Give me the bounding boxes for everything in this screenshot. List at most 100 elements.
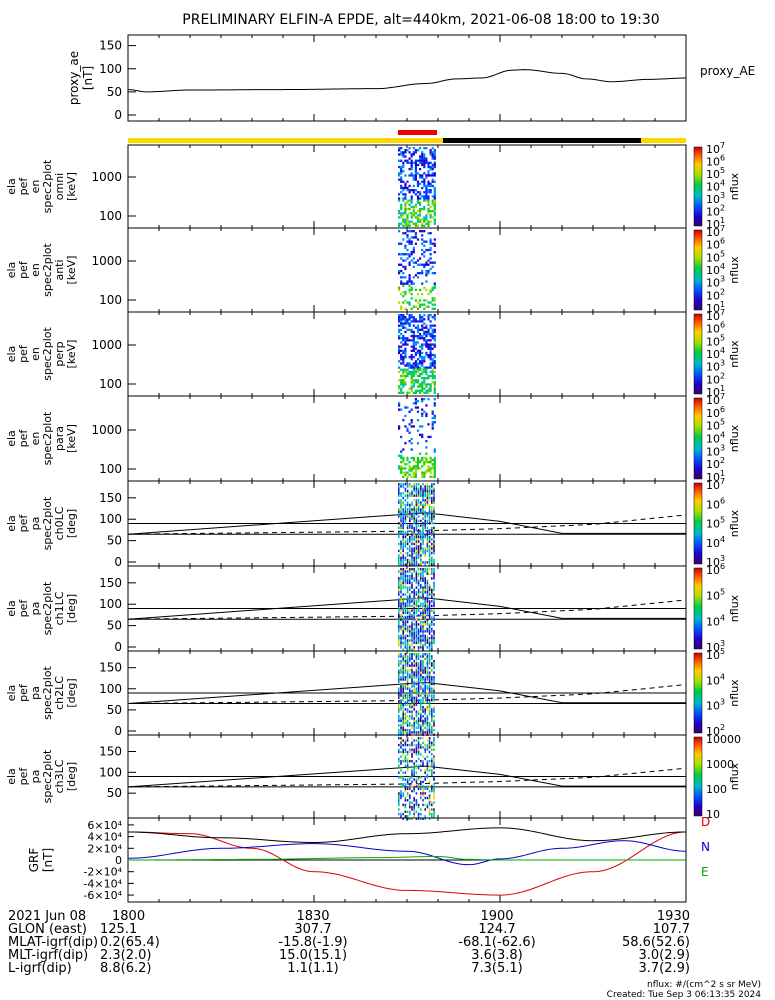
ch0LC-spectrogram-cell: [422, 489, 424, 493]
anti-spectrogram-cell: [423, 255, 426, 258]
omni-spectrogram-cell: [408, 147, 411, 150]
omni-spectrogram-cell: [425, 186, 428, 190]
ch0LC-spectrogram-cell: [431, 489, 433, 493]
ch3LC-spectrogram-cell: [404, 815, 407, 818]
ch0LC-spectrogram-cell: [406, 524, 409, 527]
para-spectrogram-cell: [410, 456, 413, 460]
ch2LC-spectrogram-cell: [409, 664, 411, 667]
perp-spectrogram-cell: [429, 370, 432, 373]
ch2LC-spectrogram-cell: [404, 669, 407, 672]
para-spectrogram-cell: [402, 458, 405, 462]
ch2LC-spectrogram-cell: [417, 669, 420, 672]
ch0LC-spectrogram-cell: [398, 492, 400, 495]
ch3LC-spectrogram-cell: [426, 776, 429, 779]
omni-spectrogram-cell: [431, 216, 434, 219]
anti-spectrogram-cell: [423, 303, 426, 306]
omni-spectrogram-cell: [404, 151, 407, 154]
ch2LC-spectrogram-cell: [424, 722, 426, 725]
omni-spectrogram-cell: [433, 195, 436, 198]
ch3LC-spectrogram-cell: [422, 794, 424, 797]
para-ylabel: en: [29, 432, 42, 446]
ch1LC-spectrogram-cell: [422, 634, 424, 638]
ch3LC-spectrogram-cell: [402, 739, 404, 742]
para-ylabel: para: [53, 426, 66, 451]
ch0LC-spectrogram-cell: [404, 556, 407, 559]
omni-spectrogram-cell: [402, 214, 405, 217]
omni-spectrogram-cell: [429, 210, 432, 213]
para-spectrogram-cell: [419, 452, 422, 455]
ch3LC-spectrogram-cell: [433, 737, 435, 740]
anti-spectrogram-cell: [425, 240, 428, 243]
ch0LC-spectrogram-cell: [428, 492, 431, 495]
ch3LC-cbar-tick: 1000: [706, 758, 734, 771]
ch3LC-spectrogram-cell: [433, 783, 435, 786]
perp-spectrogram-cell: [421, 370, 424, 373]
perp-spectrogram-cell: [419, 318, 422, 321]
ch0LC-spectrogram-cell: [413, 561, 415, 564]
ch2LC-ylabel: ch2LC: [53, 676, 66, 710]
ch2LC-spectrogram-cell: [426, 671, 429, 674]
ch3LC-spectrogram-cell: [400, 741, 402, 744]
ch1LC-spectrogram-cell: [411, 572, 413, 575]
ch0LC-spectrogram-cell: [404, 552, 407, 555]
ch0LC-spectrogram-cell: [420, 510, 422, 513]
anti-spectrogram-cell: [408, 288, 411, 292]
perp-spectrogram-cell: [412, 383, 415, 386]
anti-spectrogram-cell: [412, 236, 415, 239]
perp-spectrogram-cell: [421, 345, 424, 348]
ch0LC-spectrogram-cell: [428, 515, 431, 518]
para-colorbar: [693, 397, 703, 480]
perp-spectrogram-cell: [433, 356, 436, 359]
omni-spectrogram-cell: [414, 161, 417, 164]
ch3LC-spectrogram-cell: [411, 750, 413, 754]
ch3LC-spectrogram-cell: [406, 739, 409, 742]
ch3LC-spectrogram-cell: [409, 776, 411, 779]
ch1LC-spectrogram-cell: [426, 600, 429, 603]
ch1LC-spectrogram-cell: [400, 646, 402, 649]
ch2LC-spectrogram-cell: [417, 680, 420, 683]
ch1LC-spectrogram-cell: [404, 607, 407, 610]
ch0LC-spectrogram-cell: [415, 538, 418, 541]
ch2LC-spectrogram-cell: [406, 664, 409, 667]
ch3LC-spectrogram-cell: [422, 741, 424, 744]
ch3LC-spectrogram-cell: [417, 817, 420, 820]
anti-spectrogram-cell: [404, 282, 407, 285]
perp-spectrogram-cell: [427, 377, 430, 380]
ch1LC-spectrogram-cell: [411, 643, 413, 647]
omni-spectrogram-cell: [412, 184, 415, 188]
ch1LC-spectrogram-cell: [420, 572, 422, 575]
ch0LC-spectrogram-cell: [402, 535, 404, 539]
ch3LC-spectrogram-cell: [433, 778, 435, 781]
ch3LC-spectrogram-cell: [426, 773, 429, 777]
ch2LC-spectrogram-cell: [413, 724, 415, 727]
anti-spectrogram-cell: [408, 255, 411, 258]
perp-spectrogram-cell: [400, 349, 403, 352]
para-spectrogram-cell: [416, 410, 420, 413]
omni-spectrogram-cell: [429, 189, 432, 192]
ch2LC-spectrogram-cell: [406, 659, 409, 663]
ch3LC-spectrogram-cell: [433, 757, 435, 761]
perp-spectrogram-cell: [400, 332, 403, 336]
omni-spectrogram-cell: [431, 195, 434, 198]
ch0LC-ylabel: pef: [17, 514, 30, 533]
omni-spectrogram-cell: [416, 197, 420, 200]
perp-spectrogram-cell: [398, 370, 401, 373]
anti-spectrogram-cell: [404, 299, 407, 302]
ch1LC-spectrogram-cell: [433, 588, 435, 592]
omni-spectrogram-cell: [398, 159, 401, 162]
ch1LC-spectrogram-cell: [411, 597, 413, 601]
perp-spectrogram-cell: [431, 381, 434, 384]
ch2LC-spectrogram-cell: [426, 694, 429, 697]
ch2LC-spectrogram-cell: [428, 731, 431, 734]
omni-ytick-label: 100: [99, 209, 122, 223]
anti-spectrogram-cell: [406, 230, 409, 233]
ch2LC-spectrogram-cell: [428, 653, 431, 656]
ch2LC-spectrogram-cell: [415, 657, 418, 660]
perp-spectrogram-cell: [423, 337, 426, 340]
ch1LC-spectrogram-cell: [402, 602, 404, 605]
omni-spectrogram-cell: [410, 216, 413, 219]
anti-spectrogram-cell: [402, 301, 405, 304]
omni-spectrogram-cell: [414, 170, 417, 173]
ch1LC-spectrogram-cell: [406, 625, 409, 628]
perp-ylabel: spec2plot: [41, 327, 54, 381]
